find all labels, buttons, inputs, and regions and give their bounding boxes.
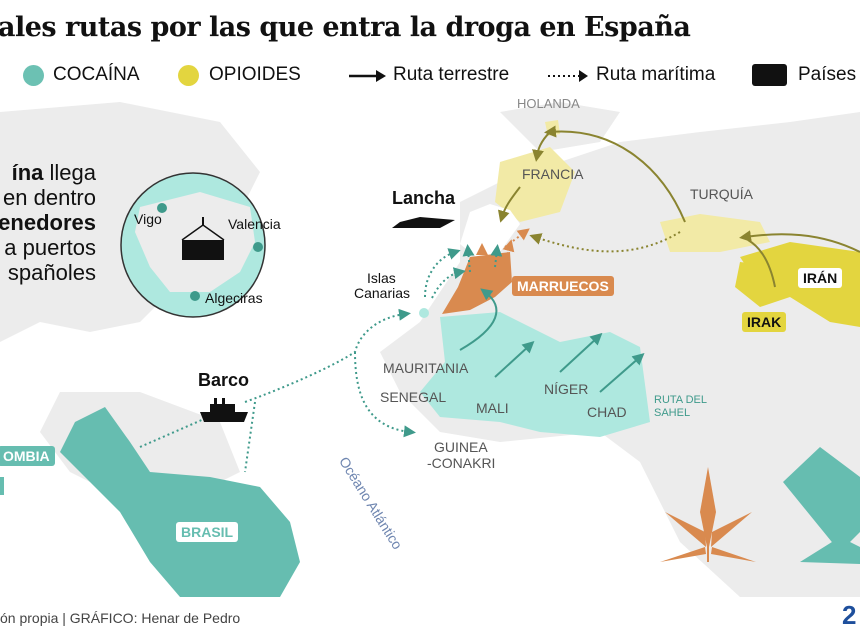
label-ruta-sahel: RUTA DEL SAHEL — [654, 394, 707, 419]
label-niger: NÍGER — [544, 381, 589, 397]
label-canarias-2: Canarias — [354, 285, 411, 301]
intro-line-5: spañoles — [7, 260, 96, 285]
label-guinea-1: GUINEA — [434, 439, 488, 455]
label-mali: MALI — [476, 400, 509, 416]
label-mauritania: MAURITANIA — [383, 360, 469, 376]
label-francia: FRANCIA — [522, 166, 584, 182]
port-vigo: Vigo — [134, 211, 162, 227]
colombia-brazil-shape — [60, 407, 300, 597]
morocco-shape — [442, 252, 512, 314]
opioid-legend-dot — [178, 65, 199, 86]
label-chad: CHAD — [587, 404, 627, 420]
iraq-shape — [735, 262, 790, 307]
label-guinea-2: -CONAKRI — [427, 455, 496, 471]
source-credit: ón propia | GRÁFICO: Henar de Pedro — [0, 610, 241, 626]
cocaine-legend-dot — [23, 65, 44, 86]
intro-line-1: ína llega — [11, 160, 96, 185]
label-irak: IRAK — [742, 312, 787, 332]
dotted-arrow-icon — [548, 70, 588, 82]
port-valencia: Valencia — [228, 216, 281, 232]
label-turquia: TURQUÍA — [690, 186, 753, 202]
intro-line-3: enedores — [0, 210, 96, 235]
container-icon — [181, 217, 225, 260]
legend-opioids: OPIOIDES — [209, 64, 301, 85]
label-canarias-1: Islas — [367, 270, 396, 286]
solid-arrow-icon — [349, 70, 386, 82]
label-iran: IRÁN — [798, 268, 843, 288]
cropped-country-label — [0, 477, 4, 495]
black-square-icon — [752, 64, 787, 86]
intro-line-2: en dentro — [3, 185, 96, 210]
intro-line-4: a puertos — [4, 235, 96, 260]
publisher-logo: 2 — [842, 600, 857, 630]
cannabis-leaf-icon — [660, 467, 756, 562]
ship-icon — [200, 398, 248, 422]
map-canvas — [0, 102, 860, 597]
razor-blade-icon — [783, 447, 860, 552]
label-holanda: HOLANDA — [517, 96, 580, 111]
speedboat-icon — [392, 217, 455, 228]
cocaine-pile-icon — [800, 537, 860, 564]
legend-cocaine: COCAÍNA — [53, 64, 140, 85]
legend-countries: Países — [798, 64, 857, 85]
label-colombia: OMBIA — [0, 446, 55, 466]
port-algeciras: Algeciras — [205, 290, 263, 306]
label-senegal: SENEGAL — [380, 389, 447, 405]
turkey-shape — [660, 214, 770, 252]
ship-label: Barco — [198, 370, 250, 390]
france-shape — [495, 147, 575, 222]
legend-sea-route: Ruta marítima — [596, 64, 716, 85]
map-title: ales rutas por las que entra la droga en… — [0, 12, 691, 43]
label-brasil: BRASIL — [176, 522, 239, 542]
legend-land-route: Ruta terrestre — [393, 64, 510, 85]
label-marruecos: MARRUECOS — [512, 276, 614, 296]
speedboat-label: Lancha — [392, 188, 456, 208]
